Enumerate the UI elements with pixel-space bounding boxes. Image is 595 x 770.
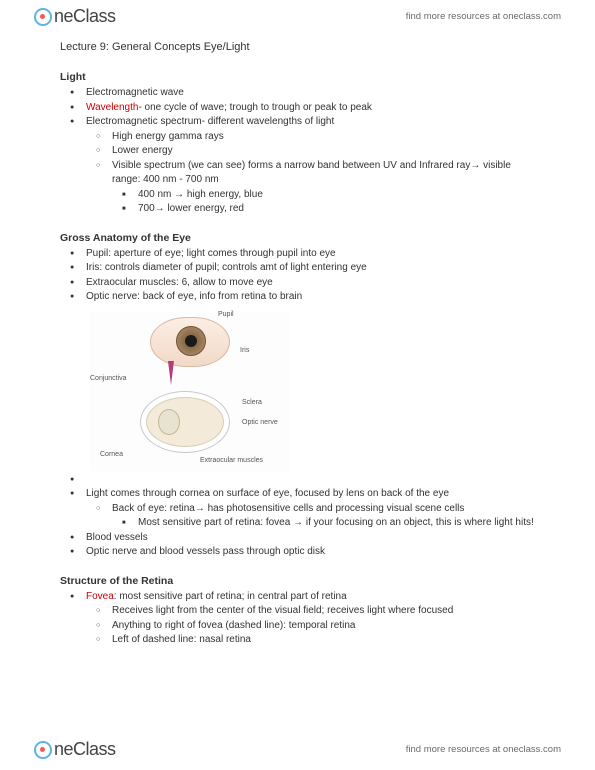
text: Light comes through cornea on surface of… [86, 488, 449, 499]
text: Visible spectrum (we can see) forms a na… [112, 160, 511, 186]
list-item: Receives light from the center of the vi… [86, 604, 535, 619]
section-title-light: Light [60, 71, 535, 83]
list-item: Optic nerve and blood vessels pass throu… [60, 545, 535, 560]
list-item: Back of eye: retina→ has photosensitive … [86, 502, 535, 531]
text: Back of eye: retina→ has photosensitive … [112, 503, 464, 514]
list-item: Lower energy [86, 144, 535, 159]
retina-list: Fovea: most sensitive part of retina; in… [60, 590, 535, 648]
list-item: Visible spectrum (we can see) forms a na… [86, 159, 535, 217]
term-wavelength: Wavelength [86, 102, 138, 113]
text: Electromagnetic spectrum- different wave… [86, 116, 334, 127]
section-title-gross: Gross Anatomy of the Eye [60, 232, 535, 244]
find-more-link-footer[interactable]: find more resources at oneclass.com [406, 744, 561, 755]
text: : most sensitive part of retina; in cent… [114, 591, 347, 602]
brand-text: neClass [54, 739, 116, 760]
brand-logo: neClass [34, 6, 116, 27]
label-iris: Iris [240, 347, 249, 354]
list-item: 700→ lower energy, red [112, 202, 535, 217]
list-item: Extraocular muscles: 6, allow to move ey… [60, 276, 535, 291]
list-item: Left of dashed line: nasal retina [86, 633, 535, 648]
label-extraocular: Extraocular muscles [200, 457, 263, 464]
list-item: Electromagnetic wave [60, 86, 535, 101]
list-item: High energy gamma rays [86, 130, 535, 145]
term-fovea: Fovea [86, 591, 114, 602]
brand-text: neClass [54, 6, 116, 27]
label-conjunctiva: Conjunctiva [90, 375, 127, 382]
list-item: Light comes through cornea on surface of… [60, 487, 535, 531]
logo-icon [34, 741, 52, 759]
section-title-retina: Structure of the Retina [60, 575, 535, 587]
list-item: Iris: controls diameter of pupil; contro… [60, 261, 535, 276]
list-item: Blood vessels [60, 531, 535, 546]
list-item: 400 nm → high energy, blue [112, 188, 535, 203]
gross-list-2: Light comes through cornea on surface of… [60, 473, 535, 560]
logo-icon [34, 8, 52, 26]
find-more-link[interactable]: find more resources at oneclass.com [406, 11, 561, 22]
list-item: Anything to right of fovea (dashed line)… [86, 619, 535, 634]
page-header: neClass find more resources at oneclass.… [0, 0, 595, 31]
label-cornea: Cornea [100, 451, 123, 458]
arrow-icon [168, 361, 174, 385]
light-list: Electromagnetic wave Wavelength- one cyc… [60, 86, 535, 217]
list-item: Most sensitive part of retina: fovea → i… [112, 516, 535, 531]
lens-shape [158, 409, 180, 435]
label-optic: Optic nerve [242, 419, 278, 426]
list-item-empty [60, 473, 535, 488]
gross-list: Pupil: aperture of eye; light comes thro… [60, 247, 535, 305]
pupil-shape [185, 335, 197, 347]
list-item: Electromagnetic spectrum- different wave… [60, 115, 535, 217]
label-pupil: Pupil [218, 311, 234, 318]
list-item: Fovea: most sensitive part of retina; in… [60, 590, 535, 648]
brand-logo-footer: neClass [34, 739, 116, 760]
document-body: Lecture 9: General Concepts Eye/Light Li… [0, 31, 595, 648]
list-item: Optic nerve: back of eye, info from reti… [60, 290, 535, 305]
lecture-title: Lecture 9: General Concepts Eye/Light [60, 41, 535, 53]
page-footer: neClass find more resources at oneclass.… [0, 735, 595, 770]
label-sclera: Sclera [242, 399, 262, 406]
eye-diagram: Pupil Iris Conjunctiva Sclera Optic nerv… [90, 311, 290, 471]
list-item: Pupil: aperture of eye; light comes thro… [60, 247, 535, 262]
text: - one cycle of wave; trough to trough or… [138, 102, 371, 113]
list-item: Wavelength- one cycle of wave; trough to… [60, 101, 535, 116]
